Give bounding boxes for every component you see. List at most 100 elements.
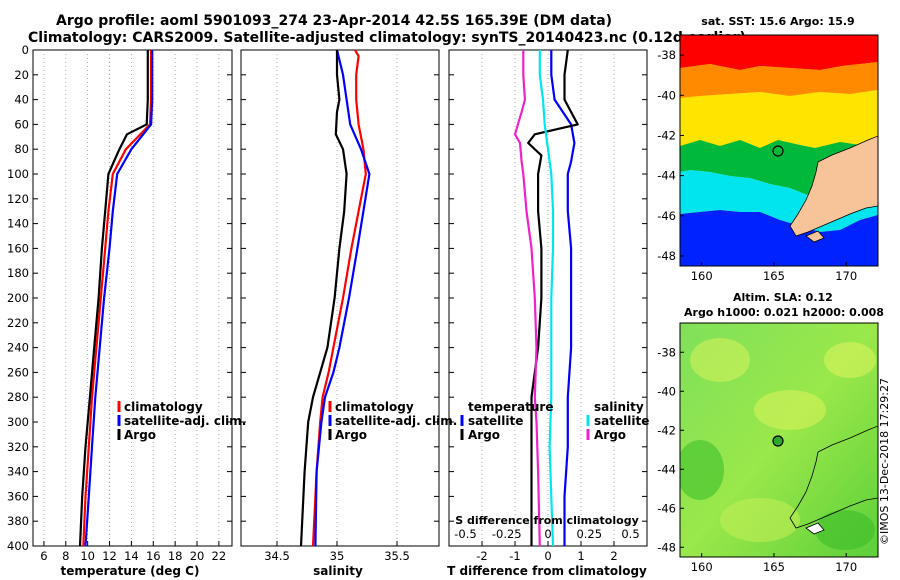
sla-anomaly-patch: [680, 440, 724, 500]
sla-anomaly-patch: [720, 498, 800, 542]
south-island-land: [789, 135, 878, 237]
map-x-tick-label: 165: [763, 269, 785, 283]
s-diff-tick-label: 0: [544, 527, 551, 541]
series-line-s-argo: [513, 50, 541, 547]
salinity-legend: climatology satellite-adj. clim. Argo: [328, 400, 457, 442]
y-tick-label: 220: [7, 316, 29, 330]
stewart-island-land: [805, 230, 825, 243]
x-tick-label: 10: [80, 549, 95, 563]
map-x-tick-label: 170: [835, 560, 857, 574]
x-tick-label: 12: [102, 549, 117, 563]
map-y-tick-label: -48: [657, 249, 676, 263]
legend-s-satellite-label: satellite: [594, 414, 649, 428]
legend-argo-label: Argo: [335, 428, 367, 442]
sst-map: [680, 35, 878, 266]
s-diff-tick-label: 0.5: [621, 527, 639, 541]
x-tick-label: 34.5: [264, 549, 290, 563]
map-x-tick-label: 170: [835, 269, 857, 283]
y-tick-label: 40: [14, 93, 29, 107]
y-tick-label: 320: [7, 440, 29, 454]
x-tick-label: 6: [40, 549, 47, 563]
x-tick-label: -2: [476, 549, 487, 563]
y-tick-label: 200: [7, 291, 29, 305]
x-tick-label: 35.5: [384, 549, 410, 563]
map-y-tick-label: -46: [657, 501, 676, 515]
series-line-t-satellite: [550, 50, 576, 546]
x-tick-label: 22: [212, 549, 227, 563]
temperature-panel: 6 8 10 12 14 16 18 20 22020406080100120140160180…: [7, 43, 233, 563]
temperature-legend: climatology satellite-adj. clim. Argo: [117, 400, 246, 442]
legend-temperature-heading: temperature: [468, 400, 553, 414]
y-tick-label: 340: [7, 465, 29, 479]
difference-panel: -2 -1 0 1 2 -0.5 -0.25 0 0.25 0.5: [448, 49, 648, 563]
series-line-satellite-adj-clim-: [84, 50, 154, 547]
sla-anomaly-patch: [690, 338, 750, 382]
difference-legend: temperature satellite Argo salinity sate…: [460, 400, 649, 442]
map-y-tick-label: -38: [657, 48, 676, 62]
legend-climatology-label: climatology: [124, 400, 203, 414]
map-y-tick-label: -42: [657, 128, 676, 142]
sla-anomaly-patch: [824, 342, 876, 378]
map-x-tick-label: 165: [763, 560, 785, 574]
y-tick-label: 140: [7, 217, 29, 231]
x-tick-label: 1: [577, 549, 584, 563]
y-tick-label: 120: [7, 192, 29, 206]
sla-float-marker: [772, 435, 784, 447]
s-diff-tick-label: 0.25: [576, 527, 602, 541]
stewart-island-outline: [805, 522, 825, 535]
x-tick-label: 14: [124, 549, 139, 563]
series-line-satellite-adj-clim-: [314, 49, 371, 547]
y-tick-label: 100: [7, 167, 29, 181]
legend-argo-label: Argo: [124, 428, 156, 442]
x-tick-label: 2: [610, 549, 617, 563]
map-x-tick-label: 160: [691, 269, 713, 283]
series-line-s-satellite: [538, 50, 555, 547]
map-y-tick-label: -42: [657, 423, 676, 437]
t-difference-axis-label: T difference from climatology: [447, 564, 647, 578]
x-tick-label: 20: [190, 549, 205, 563]
x-tick-label: 35: [330, 549, 345, 563]
y-tick-label: 240: [7, 341, 29, 355]
legend-satellite-label: satellite-adj. clim.: [335, 414, 457, 428]
y-tick-label: 20: [14, 68, 29, 82]
sla-map-frame: [679, 322, 879, 558]
sst-map-frame: [679, 34, 879, 267]
y-tick-label: 260: [7, 365, 29, 379]
y-tick-label: 400: [7, 539, 29, 553]
south-island-outline: [789, 425, 878, 529]
y-tick-label: 300: [7, 415, 29, 429]
series-line-argo: [299, 50, 348, 547]
map-y-tick-label: -48: [657, 540, 676, 554]
legend-satellite-label: satellite-adj. clim.: [124, 414, 246, 428]
temperature-axis-label: temperature (deg C): [61, 564, 200, 578]
legend-s-argo-label: Argo: [594, 428, 626, 442]
s-diff-tick-label: -0.25: [492, 527, 522, 541]
series-line-climatology: [311, 49, 367, 547]
sst-map-title: sat. SST: 15.6 Argo: 15.9: [701, 15, 854, 28]
sla-map: [680, 323, 878, 557]
map-y-tick-label: -40: [657, 384, 676, 398]
y-tick-label: 360: [7, 489, 29, 503]
sst-field-orange: [680, 62, 878, 98]
sst-field-blue: [680, 210, 878, 266]
sla-map-title: Altim. SLA: 0.12: [733, 291, 833, 304]
map-axes: 160 165 170 -38 -40 -42 -44 -46 -48: [657, 345, 857, 574]
legend-t-argo-label: Argo: [468, 428, 500, 442]
x-tick-label: 0: [544, 549, 551, 563]
y-tick-label: 60: [14, 117, 29, 131]
sst-field-yellow-band: [680, 90, 878, 148]
sla-anomaly-patch: [815, 510, 875, 550]
s-difference-axis-label: S difference from climatology: [455, 514, 639, 527]
legend-t-satellite-label: satellite: [468, 414, 523, 428]
x-tick-label: 8: [62, 549, 69, 563]
map-x-tick-label: 160: [691, 560, 713, 574]
figure-title-line1: Argo profile: aoml 5901093_274 23-Apr-20…: [56, 13, 612, 29]
map-y-tick-label: -38: [657, 345, 676, 359]
x-tick-label: -1: [509, 549, 520, 563]
map-axes: 160 165 170 -38 -40 -42 -44 -46 -48: [657, 48, 857, 283]
sst-field-red: [680, 35, 878, 70]
y-tick-label: 180: [7, 266, 29, 280]
y-tick-label: 80: [14, 142, 29, 156]
legend-salinity-heading: salinity: [594, 400, 644, 414]
salinity-panel: 34.5 35 35.5: [240, 49, 440, 563]
